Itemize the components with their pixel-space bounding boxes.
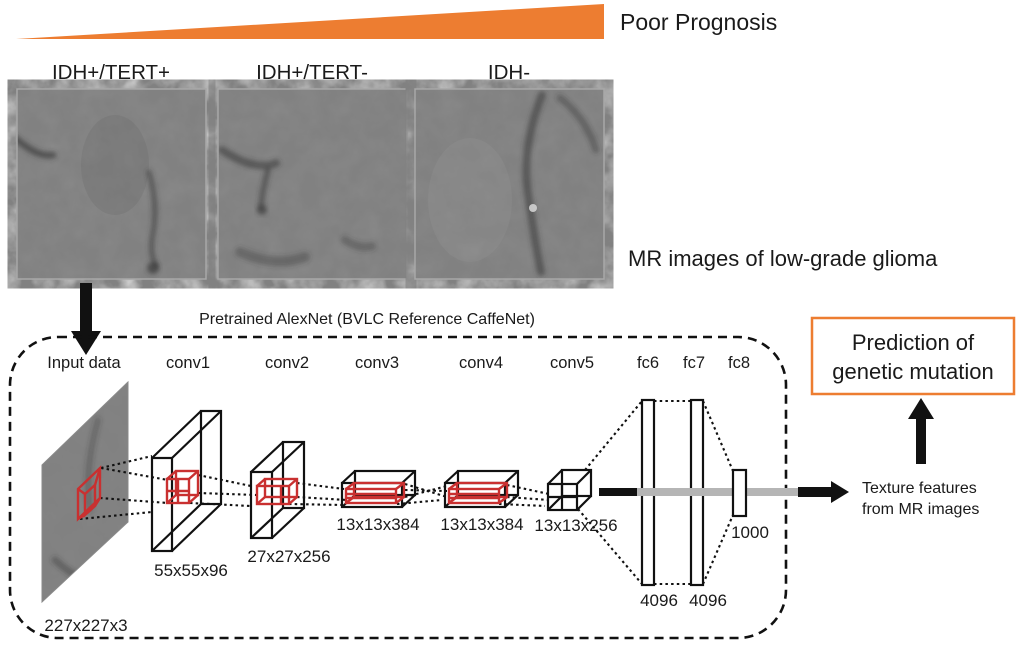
poor-prognosis-label: Poor Prognosis (620, 9, 777, 35)
layer-label-conv3: conv3 (355, 354, 399, 372)
conv5-box (546, 468, 593, 512)
alexnet-container (8, 335, 788, 640)
alexnet-title: Pretrained AlexNet (BVLC Reference Caffe… (199, 311, 535, 328)
conv2-kernel (255, 477, 299, 506)
dim-label-fc7: 4096 (689, 591, 727, 610)
layer-label-conv4: conv4 (459, 354, 503, 372)
dim-label-conv5: 13x13x256 (534, 516, 617, 535)
texture-features-line2: from MR images (862, 501, 979, 518)
mr-image-label-2: IDH+/TERT- (256, 61, 368, 84)
up-arrow-icon (908, 398, 934, 464)
poor-prognosis-wedge (16, 4, 604, 39)
layer-labels: Input data conv1 conv2 conv3 conv4 conv5… (47, 354, 750, 372)
down-arrow-icon (71, 283, 101, 355)
prediction-line2: genetic mutation (832, 359, 993, 384)
mr-image-3 (414, 88, 605, 280)
layer-label-conv1: conv1 (166, 354, 210, 372)
layer-label-conv2: conv2 (265, 354, 309, 372)
feature-bar-black (599, 488, 637, 496)
dim-label-fc8: 1000 (731, 523, 769, 542)
layer-label-fc8: fc8 (728, 354, 750, 372)
layer-label-input: Input data (47, 354, 121, 372)
mr-image-2-texture (218, 146, 376, 267)
dim-label-conv2: 27x27x256 (247, 547, 330, 566)
dimension-labels: 227x227x3 55x55x96 27x27x256 13x13x384 1… (44, 515, 769, 635)
input-kernel-patch (76, 465, 102, 522)
kernel-group (76, 465, 509, 522)
dim-label-conv3: 13x13x384 (336, 515, 419, 534)
dim-label-conv4: 13x13x384 (440, 515, 523, 534)
mr-image-label-3: IDH- (488, 61, 530, 84)
dim-label-input: 227x227x3 (44, 616, 127, 635)
mr-image-1-texture (17, 115, 159, 274)
feature-bar-gray (637, 488, 798, 496)
mr-image-3-texture (428, 91, 600, 276)
dim-label-fc6: 4096 (640, 591, 678, 610)
right-arrow-icon (798, 481, 849, 503)
mr-image-1 (16, 88, 207, 280)
texture-features-line1: Texture features (862, 480, 977, 497)
input-image (41, 380, 129, 604)
conv3-kernel (344, 481, 406, 505)
texture-features-label: Texture features from MR images (862, 480, 979, 518)
conv1-box (150, 409, 223, 553)
prediction-box-border (810, 316, 1016, 396)
dim-label-conv1: 55x55x96 (154, 561, 228, 580)
layer-label-fc6: fc6 (637, 354, 659, 372)
layer-label-fc7: fc7 (683, 354, 705, 372)
mr-caption: MR images of low-grade glioma (628, 246, 938, 271)
conv1-kernel (165, 469, 200, 505)
conv4-kernel (447, 481, 509, 505)
layer-label-conv5: conv5 (550, 354, 594, 372)
prediction-line1: Prediction of (852, 330, 975, 355)
mr-image-2 (217, 88, 408, 280)
fc8-bar (731, 468, 748, 518)
mr-image-label-1: IDH+/TERT+ (52, 61, 170, 84)
prediction-box: Prediction of genetic mutation (810, 316, 1016, 396)
